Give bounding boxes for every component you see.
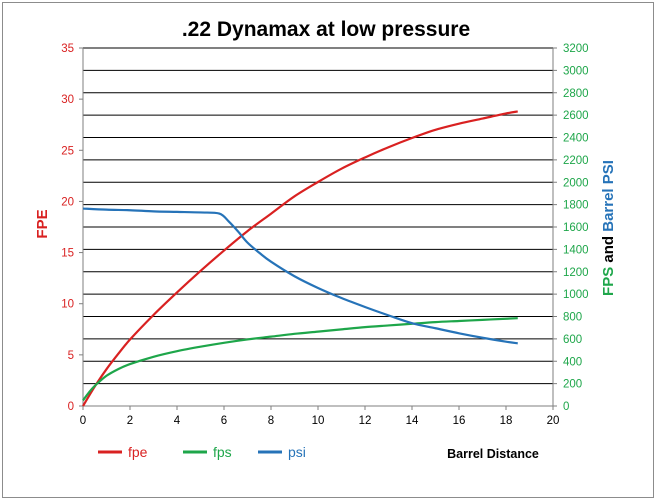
legend-label-fpe: fpe: [128, 444, 148, 460]
right-axis-label: FPS and Barrel PSI: [600, 160, 617, 296]
right-tick-label: 3000: [563, 65, 589, 77]
x-tick-label: 12: [359, 415, 372, 427]
horizontal-grid: [83, 47, 553, 385]
x-axis-label: Barrel Distance: [447, 447, 539, 461]
x-tick-label: 10: [312, 415, 325, 427]
left-axis-ticks: 0 5 10 15 20 25 30 35: [61, 43, 83, 413]
left-tick-label: 25: [61, 145, 74, 157]
chart-title: .22 Dynamax at low pressure: [182, 18, 470, 41]
right-axis-label-part: Barrel PSI: [600, 160, 617, 236]
right-tick-label: 1000: [563, 289, 589, 301]
right-tick-label: 200: [563, 379, 582, 391]
right-tick-label: 600: [563, 334, 582, 346]
x-tick-label: 16: [453, 415, 466, 427]
right-tick-label: 800: [563, 312, 582, 324]
x-tick-label: 4: [174, 415, 181, 427]
legend: fpe fps psi: [98, 444, 306, 460]
series-line-fpe: [82, 110, 518, 407]
right-tick-label: 2800: [563, 88, 589, 100]
x-tick-label: 0: [80, 415, 86, 427]
right-tick-label: 1200: [563, 267, 589, 279]
right-tick-label: 2200: [563, 155, 589, 167]
right-tick-label: 0: [563, 401, 569, 413]
series-line-fps: [82, 317, 518, 402]
left-tick-label: 20: [61, 196, 74, 208]
legend-label-psi: psi: [288, 444, 306, 460]
series-line-psi: [82, 207, 518, 345]
left-tick-label: 5: [68, 350, 74, 362]
x-tick-label: 20: [547, 415, 560, 427]
right-axis-label-part: FPS: [600, 267, 617, 296]
right-tick-label: 2400: [563, 133, 589, 145]
right-tick-label: 1600: [563, 222, 589, 234]
x-tick-label: 8: [268, 415, 274, 427]
x-tick-label: 6: [221, 415, 227, 427]
x-tick-label: 2: [127, 415, 133, 427]
series-lines: [82, 110, 518, 407]
right-tick-label: 1800: [563, 200, 589, 212]
right-axis-ticks: 0 200 400 600 800 1000 1200 1400 1600 1800 2000 220…: [553, 43, 589, 413]
x-axis-ticks: 0 2 4 6 8 10 12 14 16 18 20: [80, 406, 560, 427]
left-tick-label: 15: [61, 248, 74, 260]
right-axis-label-part: and: [600, 236, 617, 267]
legend-label-fps: fps: [213, 444, 232, 460]
left-tick-label: 10: [61, 299, 74, 311]
x-tick-label: 14: [406, 415, 419, 427]
right-tick-label: 2600: [563, 110, 589, 122]
right-tick-label: 2000: [563, 177, 589, 189]
left-tick-label: 35: [61, 43, 74, 55]
left-tick-label: 30: [61, 94, 74, 106]
right-tick-label: 3200: [563, 43, 589, 55]
left-tick-label: 0: [68, 401, 74, 413]
x-tick-label: 18: [500, 415, 513, 427]
right-tick-label: 1400: [563, 244, 589, 256]
left-axis-label: FPE: [34, 209, 51, 238]
right-tick-label: 400: [563, 356, 582, 368]
